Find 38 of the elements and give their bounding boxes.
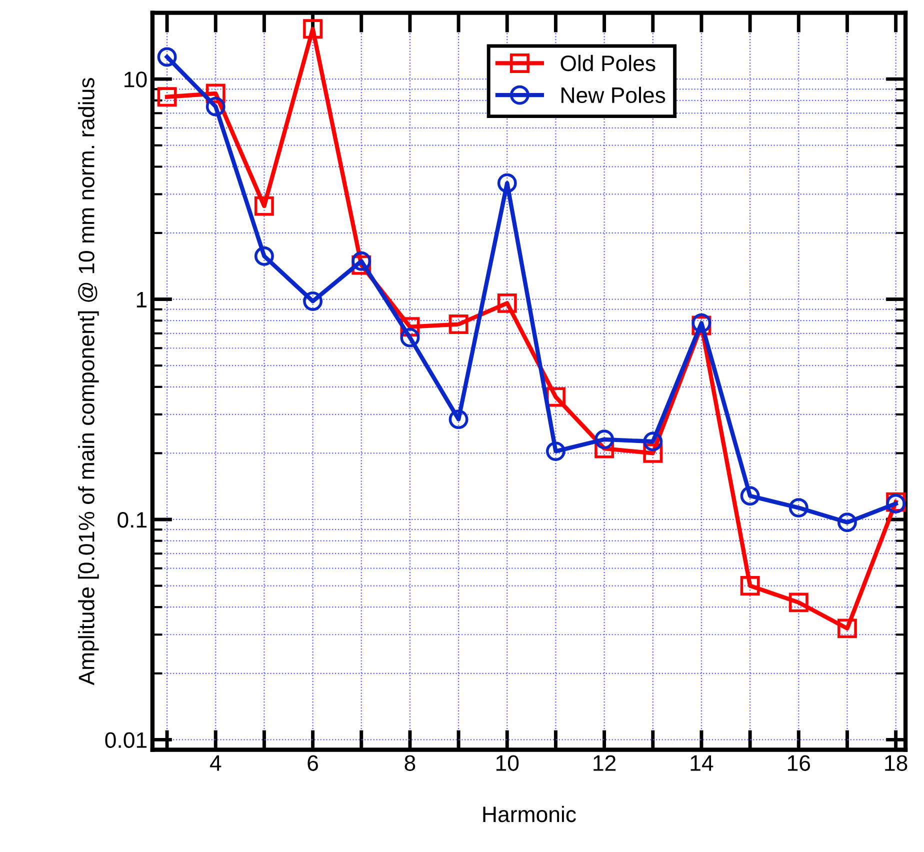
point (157, 47, 177, 67)
point (740, 486, 760, 506)
y-tick-label: 1 (136, 292, 147, 308)
point (448, 410, 468, 430)
legend-label: Old Poles (560, 54, 656, 72)
point (837, 618, 857, 638)
y-tick-label: 0.1 (118, 512, 147, 528)
point (448, 314, 468, 334)
point (254, 196, 274, 216)
point (254, 246, 274, 266)
x-tick-label: 4 (210, 755, 222, 771)
point (788, 498, 808, 518)
x-tick-label: 14 (690, 755, 714, 771)
point (643, 432, 663, 452)
point (157, 87, 177, 107)
point (303, 19, 323, 39)
y-tick-label: 0.01 (105, 732, 147, 748)
point (400, 328, 420, 348)
point (352, 251, 372, 271)
point (497, 173, 517, 193)
y-axis-title: Amplitude [0.01% of main component] @ 10 mm norm. radius (78, 78, 99, 686)
point (206, 96, 226, 116)
x-axis-title: Harmonic (483, 806, 576, 822)
x-tick-label: 6 (308, 755, 318, 771)
point (497, 293, 517, 313)
point (303, 291, 323, 311)
x-tick-label: 10 (496, 755, 519, 771)
point (740, 576, 760, 596)
x-tick-label: 18 (885, 755, 908, 771)
x-tick-label: 16 (788, 755, 810, 771)
legend-label: New Poles (562, 86, 666, 104)
point (837, 512, 857, 532)
x-tick-label: 8 (404, 755, 416, 771)
point (546, 442, 566, 462)
x-tick-label: 12 (594, 755, 616, 771)
y-tick-label: 10 (124, 72, 147, 88)
point (788, 592, 808, 612)
point (594, 430, 614, 450)
